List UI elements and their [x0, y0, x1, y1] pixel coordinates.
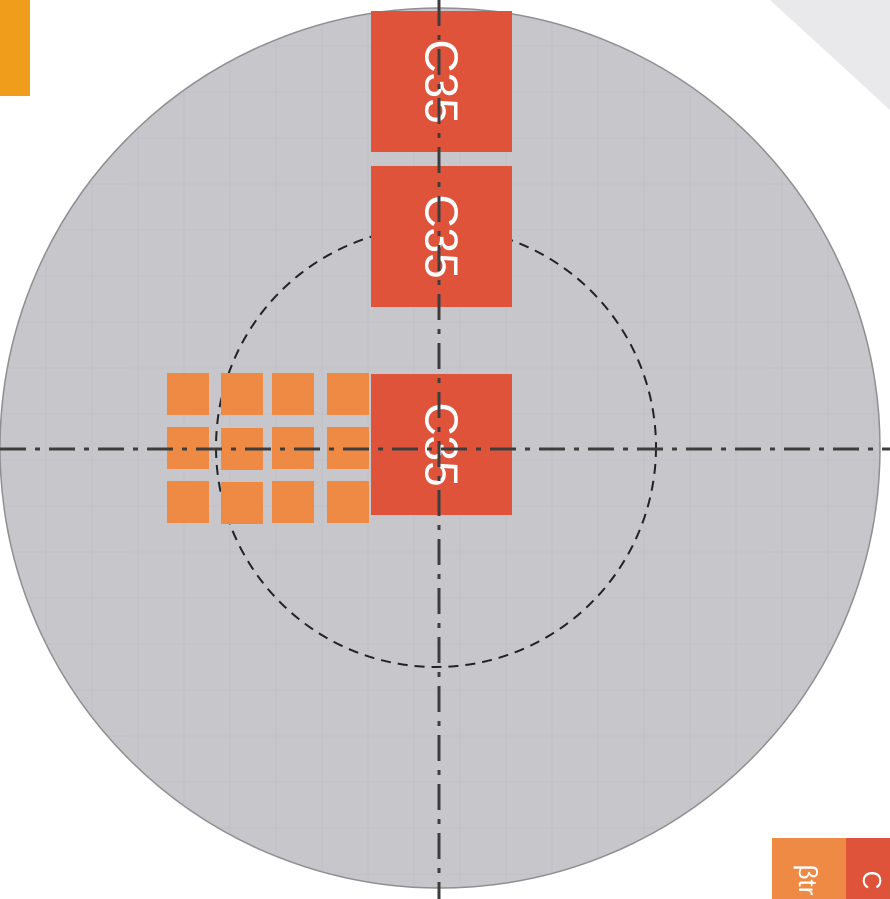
corner-tab: [0, 0, 30, 96]
legend-label-c: C: [857, 871, 887, 890]
small-die: [167, 481, 209, 523]
large-die-label: C35: [416, 402, 468, 486]
inner-dashed-circle: [215, 226, 657, 668]
large-die: C35: [371, 11, 512, 152]
large-die: C35: [371, 374, 512, 515]
page-corner-fade: [770, 0, 890, 110]
small-die: [272, 481, 314, 523]
small-die: [221, 482, 263, 524]
legend-swatch-c: [846, 838, 890, 899]
large-die-group: C35 C35 C35: [371, 11, 512, 515]
small-die-grid: [167, 373, 369, 524]
small-die: [327, 373, 369, 415]
legend-label-btr: βtr: [793, 865, 823, 896]
large-die: C35: [371, 166, 512, 307]
legend-swatch-btr: [772, 838, 846, 899]
small-die: [167, 373, 209, 415]
large-die-label: C35: [416, 194, 468, 278]
small-die: [221, 373, 263, 415]
small-die: [327, 481, 369, 523]
small-die: [272, 373, 314, 415]
large-die-label: C35: [416, 39, 468, 123]
legend: βtr C: [772, 838, 890, 899]
